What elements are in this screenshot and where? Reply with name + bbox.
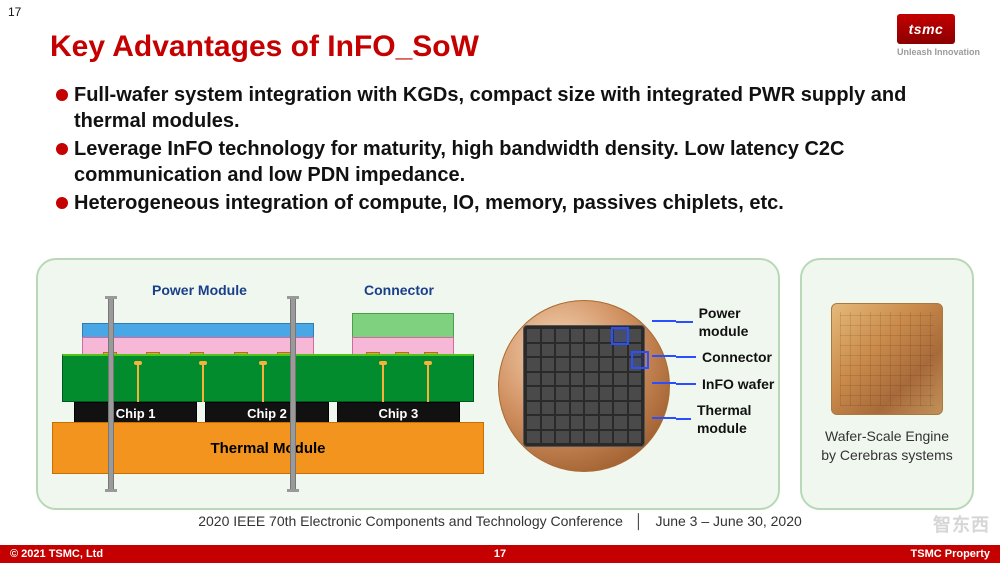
bullet-dot-icon	[56, 89, 68, 101]
via-icon	[382, 364, 384, 402]
leader-line-icon	[676, 418, 691, 420]
via-icon	[262, 364, 264, 402]
thermal-module: Thermal Module	[52, 422, 484, 474]
callout-text: Power module	[699, 304, 778, 340]
power-module-label: Power Module	[152, 282, 247, 298]
page-number-top: 17	[8, 5, 21, 19]
bullet-text: Leverage InFO technology for maturity, h…	[74, 136, 964, 188]
brand-tagline: Unleash Innovation	[897, 47, 980, 57]
cross-section-diagram: Power Module Connector Chip 1 Chip 2 Chi…	[52, 282, 482, 492]
footer-page-number: 17	[494, 548, 506, 560]
diagram-panel: Power Module Connector Chip 1 Chip 2 Chi…	[36, 258, 780, 510]
slide-title: Key Advantages of InFO_SoW	[50, 30, 479, 64]
bullet-item: Leverage InFO technology for maturity, h…	[56, 136, 964, 188]
slide: 17 tsmc Unleash Innovation Key Advantage…	[0, 0, 1000, 563]
bullet-item: Full-wafer system integration with KGDs,…	[56, 82, 964, 134]
leader-line-icon	[676, 383, 696, 385]
leader-line-icon	[676, 321, 693, 323]
callout-marker-icon	[611, 327, 629, 345]
bullet-dot-icon	[56, 143, 68, 155]
chip-row: Chip 1 Chip 2 Chip 3	[74, 402, 460, 424]
via-icon	[427, 364, 429, 402]
chip: Chip 1	[74, 402, 197, 424]
conference-dates: June 3 – June 30, 2020	[655, 513, 801, 529]
footer-property: TSMC Property	[911, 548, 990, 560]
bullet-text: Full-wafer system integration with KGDs,…	[74, 82, 964, 134]
pin-icon	[290, 296, 296, 492]
leader-line-icon	[676, 356, 696, 358]
wafer-top-view	[498, 300, 668, 470]
chip: Chip 2	[205, 402, 328, 424]
pin-icon	[108, 296, 114, 492]
bullet-item: Heterogeneous integration of compute, IO…	[56, 190, 964, 216]
brand-mark: tsmc	[897, 14, 955, 44]
chip: Chip 3	[337, 402, 460, 424]
conference-line: 2020 IEEE 70th Electronic Components and…	[0, 513, 1000, 529]
via-icon	[202, 364, 204, 402]
footer-copyright: © 2021 TSMC, Ltd	[10, 548, 103, 560]
comparison-panel: Wafer-Scale Engine by Cerebras systems	[800, 258, 974, 510]
bullet-text: Heterogeneous integration of compute, IO…	[74, 190, 784, 216]
wse-caption: Wafer-Scale Engine by Cerebras systems	[811, 427, 962, 465]
footer-bar: © 2021 TSMC, Ltd 17 TSMC Property	[0, 545, 1000, 563]
via-icon	[137, 364, 139, 402]
bullet-list: Full-wafer system integration with KGDs,…	[56, 80, 964, 218]
callout-text: Thermal module	[697, 401, 778, 437]
separator-icon: │	[635, 513, 644, 529]
connector-label: Connector	[364, 282, 434, 298]
brand-logo: tsmc Unleash Innovation	[897, 14, 980, 57]
callout-marker-icon	[631, 351, 649, 369]
callout-text: InFO wafer	[702, 375, 774, 393]
info-redistribution-layer	[62, 354, 474, 402]
conference-name: 2020 IEEE 70th Electronic Components and…	[198, 513, 623, 529]
bullet-dot-icon	[56, 197, 68, 209]
wse-chip-image	[831, 303, 943, 415]
callout-text: Connector	[702, 348, 772, 366]
wafer-ring	[498, 300, 670, 472]
wafer-callouts: Power module Connector InFO wafer Therma…	[676, 296, 778, 445]
connector-top	[352, 313, 454, 339]
